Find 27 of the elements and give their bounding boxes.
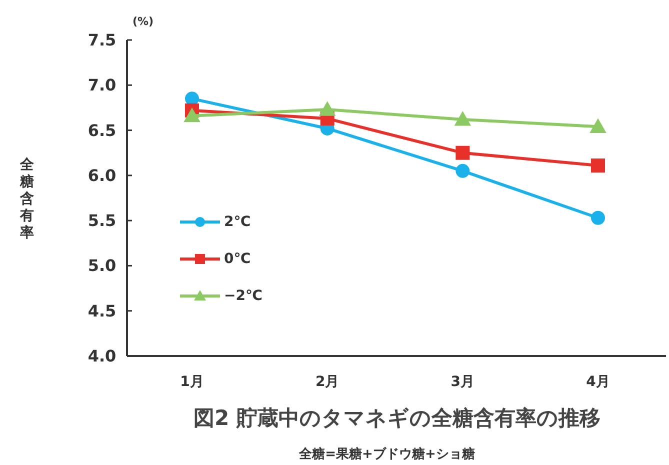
y-tick-label: 7.5 <box>88 30 116 50</box>
y-tick-label: 4.0 <box>88 346 116 366</box>
x-tick-label: 1月 <box>180 374 204 390</box>
y-tick-label: 5.0 <box>88 256 116 276</box>
x-tick-label: 3月 <box>450 374 475 390</box>
point <box>456 164 470 178</box>
y-tick-label: 5.5 <box>88 211 116 230</box>
x-tick-label: 4月 <box>586 374 610 390</box>
legend-label: −2℃ <box>224 288 262 304</box>
point <box>591 158 605 172</box>
y-tick-label: 7.0 <box>88 76 116 95</box>
x-tick-label: 2月 <box>315 374 340 390</box>
y-tick-label: 6.0 <box>88 166 116 185</box>
point <box>456 146 470 160</box>
y-tick-label: 4.5 <box>88 301 116 320</box>
point <box>454 111 472 126</box>
y-axis-title: 全糖含有率 <box>19 157 35 241</box>
point <box>591 210 605 225</box>
text: 図2 貯蔵中のタマネギの全糖含有率の推移 <box>194 406 600 430</box>
legend-label: 2℃ <box>224 214 251 230</box>
point <box>184 107 200 122</box>
text: 全糖=果糖+ブドウ糖+ショ糖 <box>298 446 475 462</box>
legend-label: 0℃ <box>224 251 251 267</box>
y-tick-label: 6.5 <box>88 120 116 140</box>
point <box>318 101 336 116</box>
point <box>590 118 606 133</box>
text: (%) <box>132 15 154 28</box>
